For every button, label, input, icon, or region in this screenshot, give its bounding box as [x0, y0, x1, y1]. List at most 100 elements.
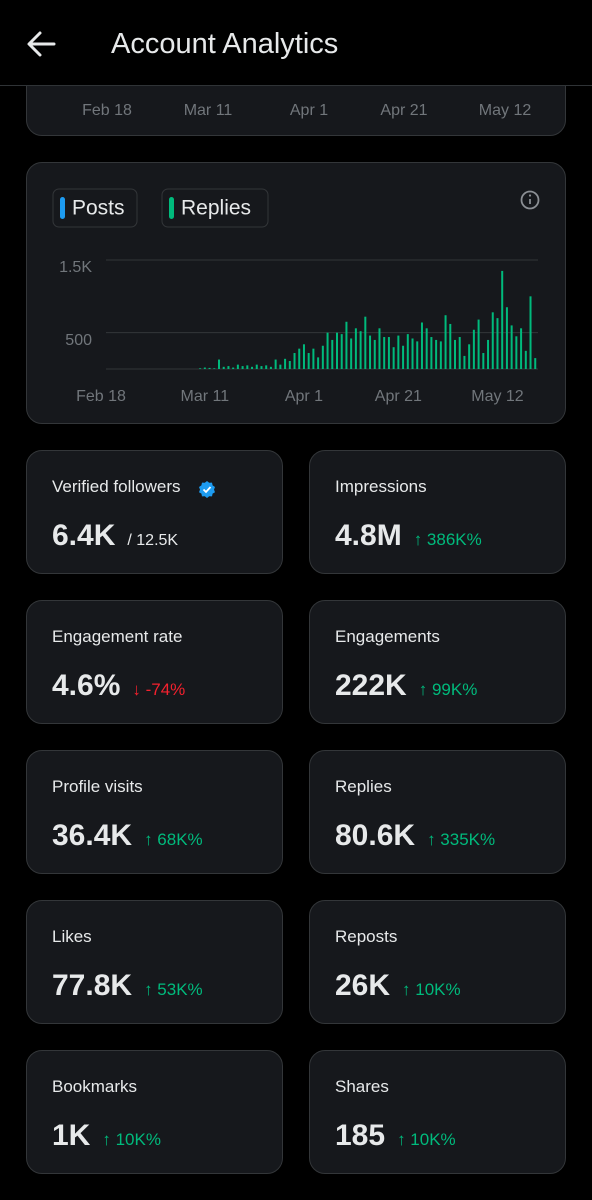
bar — [293, 353, 296, 369]
bar — [307, 353, 310, 369]
legend-swatch — [169, 197, 174, 219]
bar — [496, 318, 499, 369]
bar — [515, 336, 518, 369]
metric-value: 26K — [335, 969, 391, 1002]
x-tick-label: Mar 11 — [181, 388, 230, 405]
metric-value: 1K — [52, 1119, 91, 1152]
bar — [458, 337, 461, 369]
metric-row: 1K ↑ 10K% — [52, 1119, 161, 1153]
y-tick-label: 1.5K — [59, 259, 92, 276]
bar — [336, 332, 338, 369]
bar — [416, 341, 419, 369]
bar — [411, 338, 414, 369]
bar — [199, 368, 202, 369]
metric-value: 185 — [335, 1119, 386, 1152]
bar — [487, 339, 490, 369]
x-tick-label: Apr 21 — [380, 102, 427, 119]
x-tick-label: Feb 18 — [76, 388, 126, 405]
metric-value: 6.4K — [52, 519, 116, 552]
x-tick-label: Feb 18 — [82, 102, 132, 119]
badge-check — [202, 486, 212, 494]
info-icon[interactable] — [520, 190, 540, 210]
badge-shape — [199, 481, 215, 498]
metric-row: 80.6K ↑ 335K% — [335, 819, 495, 853]
bar — [340, 334, 343, 369]
bar — [298, 348, 301, 369]
bar — [265, 365, 268, 369]
bar — [369, 335, 372, 369]
metric-card: Impressions 4.8M ↑ 386K% — [309, 450, 566, 574]
bar — [383, 337, 386, 369]
metric-card: Reposts 26K ↑ 10K% — [309, 900, 566, 1024]
bar — [284, 358, 287, 369]
chart: Posts Replies 1.5K 500 Feb 18 Mar 11 Apr 1 Apr … — [52, 188, 540, 405]
bar — [449, 323, 452, 369]
bar — [364, 316, 367, 369]
bar — [510, 325, 513, 369]
metric-card: Engagement rate 4.6% ↓ -74% — [26, 600, 283, 724]
metric-label: Bookmarks — [52, 1077, 138, 1096]
legend-label: Posts — [72, 197, 125, 220]
metric-label: Engagements — [335, 627, 440, 646]
metric-card: Replies 80.6K ↑ 335K% — [309, 750, 566, 874]
bar — [520, 328, 523, 369]
bar — [524, 350, 527, 369]
bar — [213, 368, 216, 369]
bar — [218, 359, 220, 369]
x-tick-label: Apr 1 — [290, 102, 328, 119]
bar — [425, 328, 428, 369]
metric-label: Likes — [52, 927, 92, 946]
header: Account Analytics — [0, 0, 592, 86]
bar — [222, 366, 225, 369]
bar — [269, 366, 272, 369]
y-tick-label: 500 — [65, 332, 92, 349]
metric-card: Likes 77.8K ↑ 53K% — [26, 900, 283, 1024]
metric-change: ↑ 335K% — [427, 830, 496, 849]
metric-card: Bookmarks 1K ↑ 10K% — [26, 1050, 283, 1174]
bar — [501, 270, 504, 369]
x-tick-label: Apr 1 — [285, 388, 323, 405]
bar — [529, 296, 532, 369]
bar — [472, 329, 475, 369]
bar — [444, 315, 447, 369]
metric-change: ↑ 68K% — [144, 830, 203, 849]
bar — [312, 348, 315, 369]
metric-card: Profile visits 36.4K ↑ 68K% — [26, 750, 283, 874]
bar — [326, 332, 329, 369]
bar — [331, 339, 334, 369]
bar — [302, 344, 305, 369]
metric-change: ↓ -74% — [132, 680, 186, 699]
bar — [392, 347, 395, 369]
bar — [430, 337, 433, 369]
bar — [260, 366, 263, 369]
bar — [203, 367, 206, 369]
bar — [463, 355, 466, 369]
metric-row: 4.6% ↓ -74% — [52, 669, 185, 703]
metric-label: Shares — [335, 1077, 389, 1096]
bar — [397, 335, 400, 369]
back-button[interactable] — [24, 25, 64, 65]
bar — [227, 366, 230, 369]
bar — [402, 345, 405, 369]
metric-value: 36.4K — [52, 819, 133, 852]
x-tick-label: Apr 21 — [375, 388, 422, 405]
metric-change: ↑ 10K% — [402, 980, 461, 999]
metric-value: 77.8K — [52, 969, 133, 1002]
bar — [246, 365, 249, 369]
bar — [208, 367, 211, 369]
legend-box — [161, 188, 269, 228]
metric-row: 222K ↑ 99K% — [335, 669, 477, 703]
metric-change: ↑ 10K% — [397, 1130, 456, 1149]
bar — [321, 345, 324, 369]
metric-row: 4.8M ↑ 386K% — [335, 519, 482, 553]
bar — [274, 359, 277, 369]
bar — [491, 312, 494, 369]
bar — [345, 321, 348, 369]
bar — [420, 322, 423, 369]
metric-label: Verified followers — [52, 477, 181, 496]
page-title: Account Analytics — [111, 28, 339, 60]
legend-swatch — [60, 197, 65, 219]
info-icon-dot — [528, 194, 532, 197]
metric-value: 222K — [335, 669, 407, 702]
